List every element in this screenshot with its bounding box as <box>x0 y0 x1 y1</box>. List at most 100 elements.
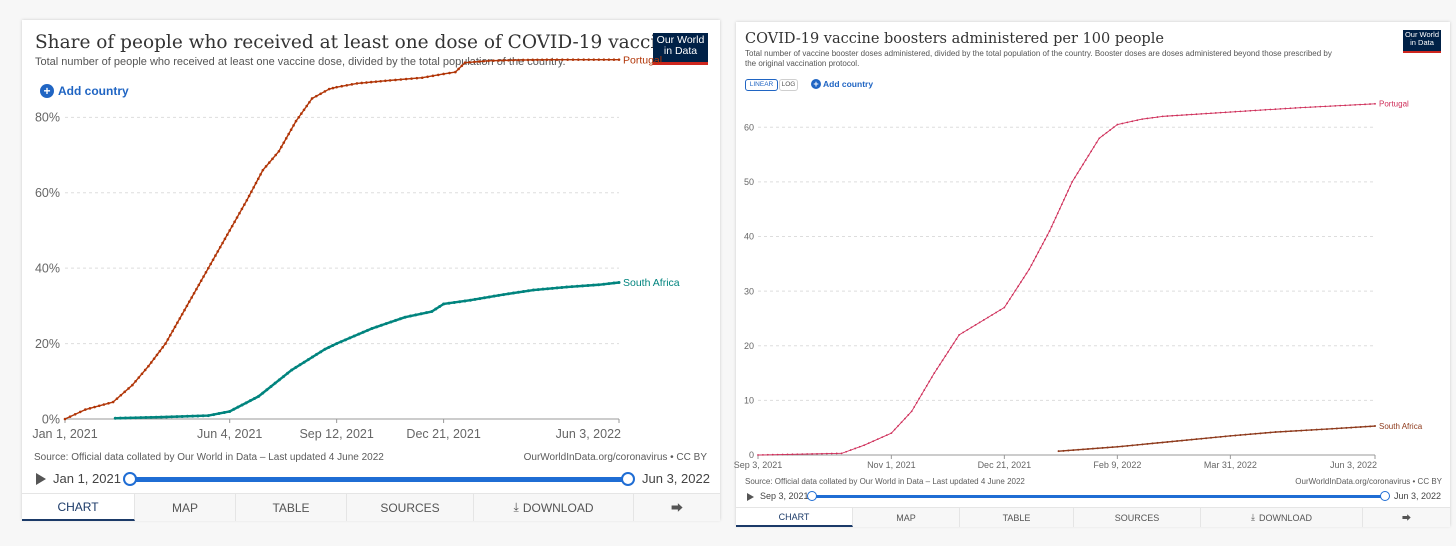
data-point <box>93 405 96 409</box>
tab-table[interactable]: TABLE <box>236 494 347 521</box>
data-point <box>487 295 491 299</box>
tab-map[interactable]: MAP <box>853 508 960 527</box>
data-point <box>68 415 72 418</box>
share-button[interactable]: ⮕ <box>1363 508 1450 527</box>
data-point <box>1095 141 1098 144</box>
series-label-portugal[interactable]: Portugal <box>1379 100 1409 109</box>
data-point <box>63 417 67 421</box>
add-country-label: Add country <box>823 79 874 89</box>
play-icon[interactable] <box>36 473 46 485</box>
data-point <box>796 453 799 456</box>
timeline-start-handle[interactable] <box>123 472 137 486</box>
data-point <box>144 415 148 419</box>
data-point <box>1329 105 1332 108</box>
series-line-south-africa[interactable] <box>115 281 620 420</box>
data-point <box>426 75 429 79</box>
scale-log-button[interactable]: LOG <box>779 79 798 91</box>
tab-chart[interactable]: CHART <box>22 494 135 521</box>
data-point <box>612 58 616 61</box>
data-point <box>230 224 234 228</box>
owid-logo[interactable]: Our World in Data <box>653 33 708 65</box>
timeline-slider-track[interactable] <box>812 495 1384 498</box>
share-button[interactable]: ⮕ <box>634 494 720 521</box>
tab-sources[interactable]: SOURCES <box>347 494 474 521</box>
data-point <box>1295 429 1298 432</box>
owid-logo[interactable]: Our World in Data <box>1403 30 1441 53</box>
tab-table-label: TABLE <box>272 500 310 515</box>
scale-linear-button[interactable]: LINEAR <box>745 79 778 91</box>
tab-sources[interactable]: SOURCES <box>1074 508 1201 527</box>
chart-source-link[interactable]: OurWorldInData.org/coronavirus • CC BY <box>1295 477 1442 486</box>
logo-line-1: Our World <box>1404 30 1440 39</box>
tab-chart[interactable]: CHART <box>736 508 853 527</box>
data-point <box>254 181 258 185</box>
play-icon[interactable] <box>747 493 754 501</box>
add-country-button[interactable]: + Add country <box>40 84 129 98</box>
data-point <box>370 327 374 330</box>
plus-icon: + <box>811 79 821 89</box>
chart-source-link[interactable]: OurWorldInData.org/coronavirus • CC BY <box>523 452 707 463</box>
timeline-end-handle[interactable] <box>1380 491 1390 501</box>
data-point <box>1259 109 1262 112</box>
data-point <box>555 58 559 61</box>
data-point <box>129 416 133 420</box>
data-point <box>1185 113 1188 116</box>
data-point <box>1359 103 1361 106</box>
y-tick-label: 30 <box>744 286 754 296</box>
data-point <box>369 80 373 84</box>
timeline-slider-track[interactable] <box>130 477 628 482</box>
data-point <box>1279 430 1282 433</box>
data-point <box>282 141 286 144</box>
data-point <box>974 324 977 326</box>
data-point <box>1274 108 1277 111</box>
data-point <box>398 317 402 321</box>
tab-download[interactable]: ⤓ DOWNLOAD <box>1201 508 1363 527</box>
data-point <box>1229 434 1232 437</box>
data-point <box>343 338 347 342</box>
data-point <box>1359 425 1362 428</box>
data-point <box>259 173 262 176</box>
data-point <box>298 363 302 367</box>
data-point <box>1264 108 1267 111</box>
data-point <box>419 312 423 316</box>
timeline-start-handle[interactable] <box>807 491 817 501</box>
y-tick-label: 60% <box>35 186 60 200</box>
data-point <box>582 58 586 61</box>
data-point <box>1300 429 1303 432</box>
data-point <box>591 283 595 287</box>
data-point <box>570 285 574 289</box>
data-point <box>452 300 456 304</box>
data-point <box>1284 107 1287 110</box>
data-point <box>821 452 823 455</box>
series-line-portugal[interactable] <box>757 103 1376 456</box>
add-country-button[interactable]: + Add country <box>811 79 873 89</box>
data-point <box>955 338 958 340</box>
data-point <box>158 349 162 353</box>
data-point <box>1171 440 1174 443</box>
data-point <box>1006 302 1009 305</box>
data-point <box>379 79 382 83</box>
data-point <box>1086 447 1089 450</box>
data-point <box>1350 426 1353 429</box>
data-point <box>152 357 156 360</box>
data-point <box>1274 431 1277 434</box>
data-point <box>502 59 505 62</box>
left-chart-panel: Share of people who received at least on… <box>22 20 720 521</box>
tab-download[interactable]: ⤓ DOWNLOAD <box>474 494 634 521</box>
series-label-portugal[interactable]: Portugal <box>623 54 662 66</box>
series-label-south-africa[interactable]: South Africa <box>623 277 680 289</box>
data-point <box>277 149 281 153</box>
data-point <box>1200 112 1203 115</box>
tab-table[interactable]: TABLE <box>960 508 1074 527</box>
data-point <box>180 414 184 418</box>
data-point <box>118 416 122 420</box>
series-label-south-africa[interactable]: South Africa <box>1379 422 1423 431</box>
data-point <box>1161 115 1164 118</box>
data-point <box>1369 425 1372 428</box>
timeline-end-handle[interactable] <box>621 472 635 486</box>
data-point <box>245 198 249 202</box>
data-point <box>781 453 784 456</box>
x-tick-label: Sep 3, 2021 <box>734 460 783 470</box>
data-point <box>238 211 241 215</box>
tab-map[interactable]: MAP <box>135 494 236 521</box>
